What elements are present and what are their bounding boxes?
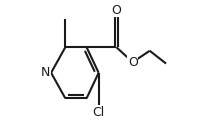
Text: Cl: Cl: [93, 106, 105, 119]
Text: O: O: [128, 56, 138, 69]
Text: N: N: [41, 66, 50, 79]
Text: O: O: [112, 4, 121, 17]
